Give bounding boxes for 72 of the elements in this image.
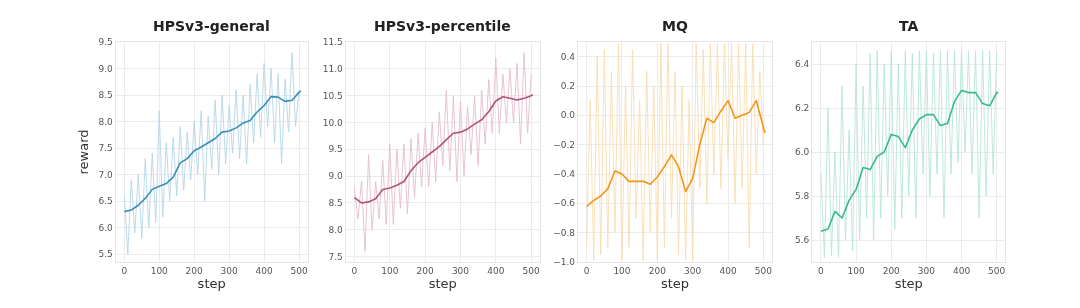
y-tick-label: 6.2 xyxy=(795,103,810,114)
x-tick-label: 200 xyxy=(648,265,667,276)
x-tick-label: 500 xyxy=(290,265,308,276)
y-tick-label: 11.0 xyxy=(322,63,344,74)
x-tick-label: 500 xyxy=(988,265,1006,276)
line-series xyxy=(123,89,302,213)
y-tick-label: 5.5 xyxy=(98,249,113,260)
x-tick-label: 0 xyxy=(351,265,358,276)
y-tick-label: 6.0 xyxy=(98,222,114,233)
y-axis-title: reward xyxy=(76,129,92,175)
x-axis-title: step xyxy=(894,276,923,292)
x-tick-label: 200 xyxy=(882,265,901,276)
y-tick-label: 8.0 xyxy=(328,224,344,235)
y-tick-label: 8.5 xyxy=(328,198,343,209)
y-tick-label: 10.5 xyxy=(322,90,343,101)
y-tick-label: 7.5 xyxy=(328,251,343,262)
x-tick-label: 100 xyxy=(847,265,865,276)
y-tick-label: 9.5 xyxy=(98,37,113,48)
y-tick-label: 9.0 xyxy=(98,63,114,74)
line-series xyxy=(353,52,532,252)
x-axis-title: step xyxy=(660,276,690,292)
x-tick-label: 400 xyxy=(952,265,971,276)
chart-title: TA xyxy=(899,18,919,34)
y-tick-label: 8.5 xyxy=(98,90,113,101)
y-tick-label: 7.0 xyxy=(98,169,114,180)
y-tick-label: 11.5 xyxy=(322,37,343,48)
y-tick-label: −0.2 xyxy=(553,139,575,150)
x-tick-label: 0 xyxy=(121,265,128,276)
x-tick-label: 400 xyxy=(719,265,737,276)
y-tick-label: −0.8 xyxy=(553,227,576,238)
x-tick-label: 0 xyxy=(818,265,825,276)
y-tick-label: −0.6 xyxy=(553,198,576,209)
y-tick-label: 9.0 xyxy=(328,171,344,182)
y-tick-label: −1.0 xyxy=(553,257,576,268)
line-series xyxy=(820,89,1000,232)
y-tick-label: 9.5 xyxy=(328,144,343,155)
y-tick-label: −0.4 xyxy=(553,169,576,180)
x-tick-label: 500 xyxy=(522,265,541,276)
chart-title: MQ xyxy=(662,18,688,34)
x-axis-title: step xyxy=(428,276,457,292)
y-tick-label: 10.0 xyxy=(322,117,344,128)
x-tick-label: 400 xyxy=(255,265,273,276)
line-series xyxy=(123,52,300,255)
x-tick-label: 200 xyxy=(185,265,204,276)
line-series xyxy=(820,50,998,259)
y-tick-label: 8.0 xyxy=(98,116,114,127)
chart-title: HPSv3-general xyxy=(153,18,270,34)
x-tick-label: 0 xyxy=(583,265,590,276)
chart-title: HPSv3-percentile xyxy=(374,18,511,34)
y-tick-label: 7.5 xyxy=(98,143,113,154)
y-tick-label: 5.6 xyxy=(795,235,810,246)
y-tick-label: 5.8 xyxy=(795,191,810,202)
y-tick-label: 6.0 xyxy=(795,147,810,158)
line-series xyxy=(353,93,534,204)
x-tick-label: 100 xyxy=(613,265,631,276)
y-tick-label: 0.2 xyxy=(560,81,575,92)
x-tick-label: 300 xyxy=(684,265,702,276)
x-tick-label: 300 xyxy=(451,265,470,276)
x-tick-label: 100 xyxy=(381,265,399,276)
y-tick-label: 6.5 xyxy=(98,196,113,207)
y-tick-label: 6.4 xyxy=(795,59,810,70)
x-tick-label: 100 xyxy=(150,265,169,276)
x-tick-label: 200 xyxy=(416,265,434,276)
x-tick-label: 300 xyxy=(220,265,239,276)
x-axis-title: step xyxy=(197,276,226,292)
y-tick-label: 0.0 xyxy=(560,110,576,121)
x-tick-label: 500 xyxy=(754,265,773,276)
line-series xyxy=(585,99,766,208)
y-tick-label: 0.4 xyxy=(560,51,576,62)
x-tick-label: 300 xyxy=(917,265,936,276)
x-tick-label: 400 xyxy=(487,265,505,276)
line-series xyxy=(586,43,764,261)
